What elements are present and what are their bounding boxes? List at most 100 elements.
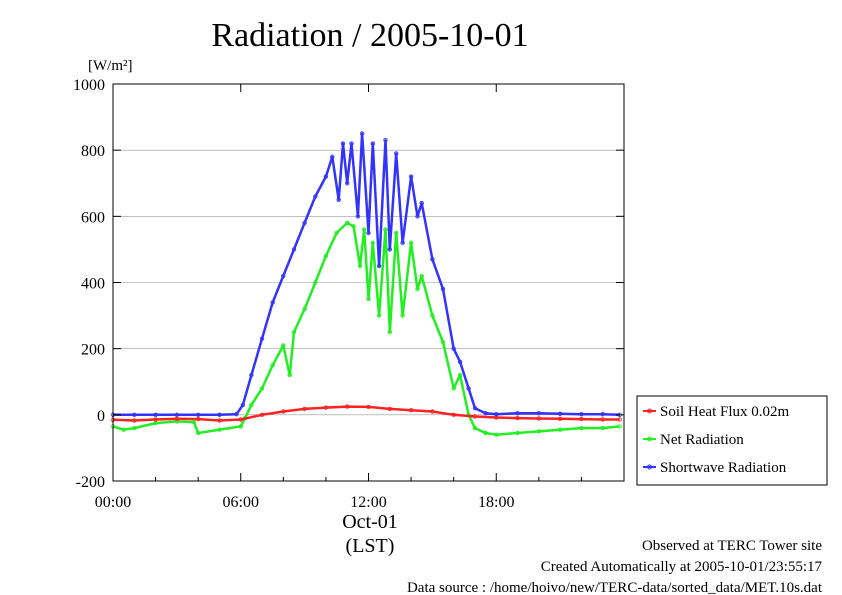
data-point xyxy=(323,405,329,410)
data-point xyxy=(270,300,275,305)
data-point xyxy=(387,406,392,412)
y-tick-label: 1000 xyxy=(73,77,105,94)
data-point xyxy=(345,220,350,226)
data-point xyxy=(249,372,254,378)
data-point xyxy=(376,313,382,318)
data-point xyxy=(195,412,201,417)
data-point xyxy=(408,408,414,413)
data-point xyxy=(132,425,137,431)
data-point xyxy=(217,418,222,423)
data-point xyxy=(281,343,286,348)
chart-title: Radiation / 2005-10-01 xyxy=(211,17,528,54)
data-point xyxy=(359,131,365,136)
data-point xyxy=(430,257,435,262)
y-axis-ticks: -200 0 200 400 600 800 1000 xyxy=(73,77,624,491)
data-point xyxy=(557,427,563,432)
data-point xyxy=(238,417,243,422)
data-point xyxy=(536,411,541,416)
data-point xyxy=(174,416,180,421)
data-point xyxy=(408,240,414,245)
data-point xyxy=(457,372,463,378)
data-point xyxy=(419,200,424,206)
data-point xyxy=(557,411,563,416)
data-point xyxy=(472,414,478,419)
legend-label: Soil Heat Flux 0.02m xyxy=(660,404,790,420)
footer-source: Data source : /home/hoivo/new/TERC-data/… xyxy=(407,580,823,595)
data-point xyxy=(357,263,363,269)
x-tick-label: 06:00 xyxy=(223,494,259,511)
data-point xyxy=(419,273,424,279)
data-point xyxy=(323,253,329,259)
data-point xyxy=(600,412,605,417)
data-point xyxy=(132,418,137,423)
data-point xyxy=(376,263,382,269)
y-tick-label: 400 xyxy=(81,276,105,293)
footer-created: Created Automatically at 2005-10-01/23:5… xyxy=(541,559,823,575)
data-point xyxy=(340,141,346,146)
data-point xyxy=(400,240,405,245)
data-point xyxy=(394,230,399,236)
data-point xyxy=(483,411,488,416)
data-point xyxy=(366,230,371,236)
data-point xyxy=(415,214,420,219)
data-point xyxy=(259,386,265,391)
data-point xyxy=(370,240,375,245)
data-point xyxy=(336,197,341,202)
y-tick-label: 800 xyxy=(81,143,105,160)
data-point xyxy=(313,280,318,285)
x-tick-label: 12:00 xyxy=(350,494,386,511)
data-point xyxy=(355,214,361,219)
data-point xyxy=(440,339,446,345)
data-point xyxy=(366,404,371,410)
data-point xyxy=(234,412,239,417)
series-layer xyxy=(110,131,622,437)
data-point xyxy=(536,416,541,421)
data-point xyxy=(195,430,201,436)
data-point xyxy=(494,432,499,437)
data-point xyxy=(174,412,180,417)
data-point xyxy=(345,404,350,409)
x-axis-label: (LST) xyxy=(346,535,395,557)
series-line-0 xyxy=(112,405,620,422)
data-point xyxy=(132,412,137,417)
y-tick-label: -200 xyxy=(76,474,105,491)
data-point xyxy=(557,416,563,421)
data-point xyxy=(291,247,297,252)
data-point xyxy=(617,417,622,422)
data-point xyxy=(451,386,456,391)
data-point xyxy=(240,402,246,408)
legend-box xyxy=(636,395,828,486)
data-point xyxy=(270,363,275,368)
data-point xyxy=(153,412,158,417)
data-point xyxy=(259,336,265,341)
data-point xyxy=(349,141,354,146)
data-point xyxy=(579,425,584,431)
data-point xyxy=(483,430,488,436)
data-point xyxy=(536,429,541,434)
data-point xyxy=(451,346,456,351)
y-tick-label: 600 xyxy=(81,209,105,226)
x-tick-label: 18:00 xyxy=(478,494,514,511)
data-point xyxy=(430,409,435,414)
series-line-2 xyxy=(113,132,620,417)
data-point xyxy=(281,409,286,414)
data-point xyxy=(466,386,471,391)
data-point xyxy=(323,174,329,179)
data-point xyxy=(334,230,339,236)
x-tick-label: 00:00 xyxy=(95,494,131,511)
data-point xyxy=(394,151,399,156)
data-point xyxy=(415,286,420,292)
data-point xyxy=(345,181,350,186)
y-tick-label: 200 xyxy=(81,342,105,359)
data-point xyxy=(249,402,254,408)
data-point xyxy=(600,417,605,422)
data-point xyxy=(579,416,584,422)
data-point xyxy=(430,313,435,318)
date-label: Oct-01 xyxy=(342,511,398,533)
legend-marker xyxy=(647,464,652,470)
data-point xyxy=(302,306,307,312)
data-point xyxy=(195,416,201,422)
data-point xyxy=(472,406,478,411)
data-point xyxy=(287,372,292,378)
